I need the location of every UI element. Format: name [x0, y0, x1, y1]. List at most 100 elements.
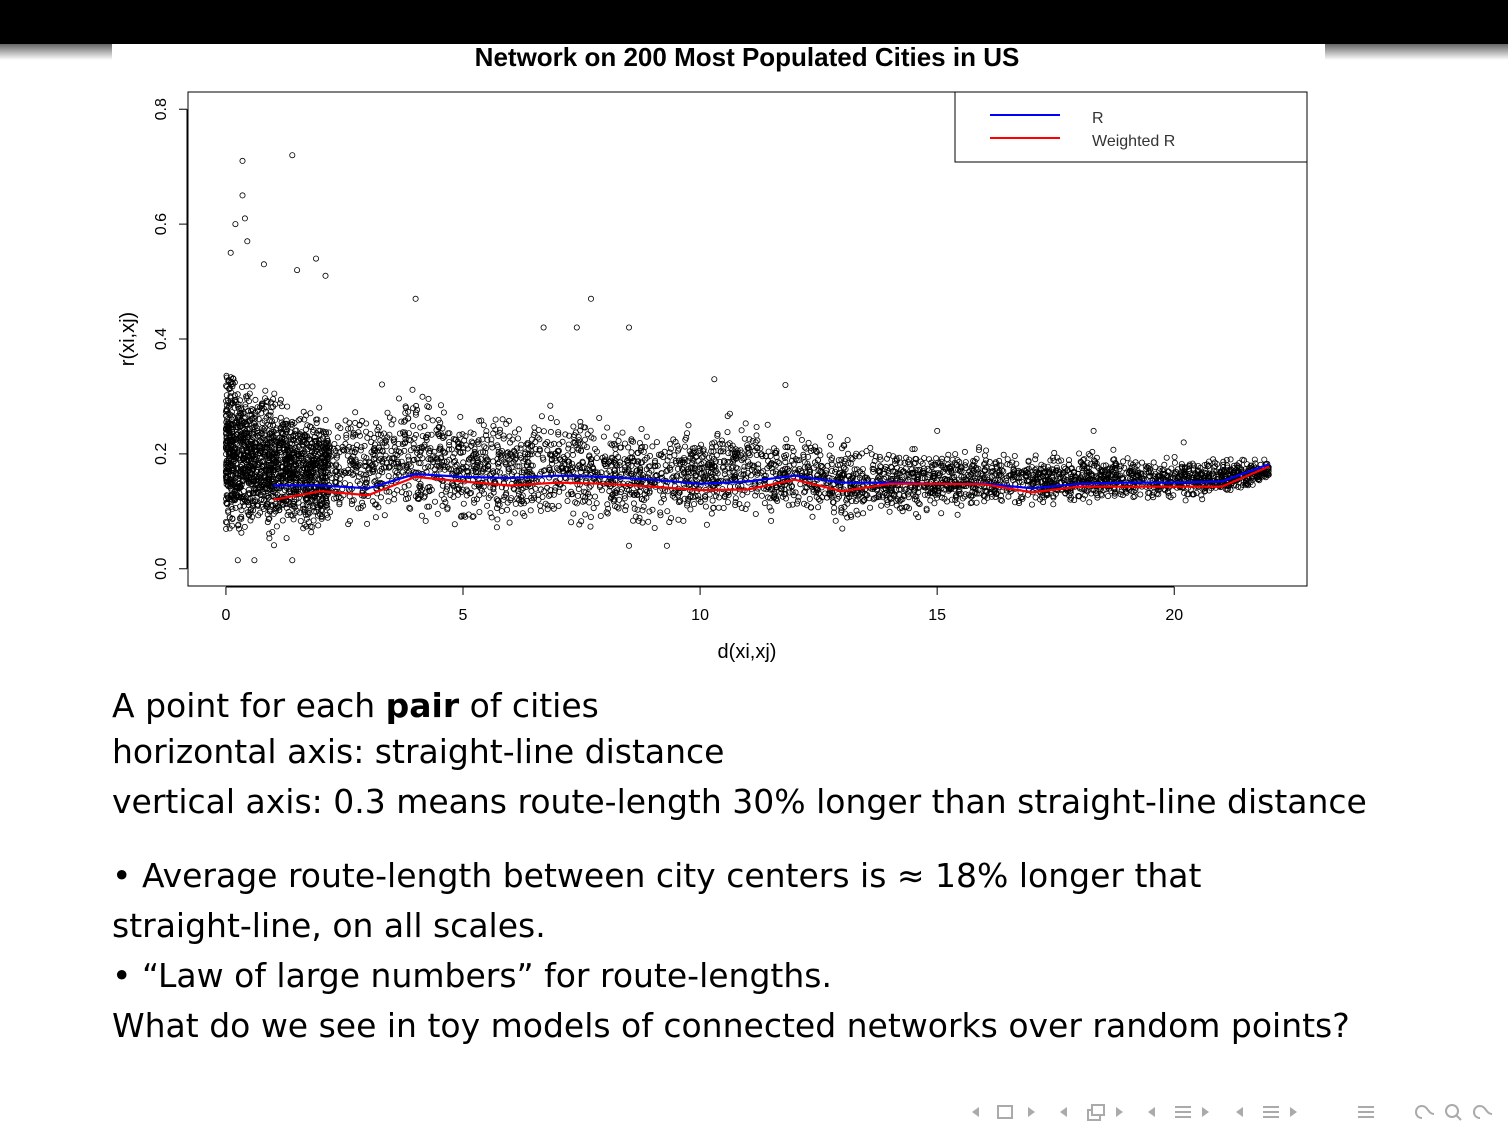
scatter-point: [238, 513, 245, 520]
scatter-point: [1165, 492, 1172, 499]
scatter-point: [1070, 468, 1077, 475]
scatter-point: [229, 505, 236, 512]
scatter-point: [995, 476, 1002, 483]
scatter-point: [320, 477, 327, 484]
scatter-point: [972, 485, 979, 492]
scatter-point: [569, 451, 576, 458]
scatter-point: [789, 457, 796, 464]
scatter-point: [385, 498, 392, 505]
scatter-point: [265, 494, 272, 501]
scatter-point: [308, 529, 315, 536]
scatter-point: [268, 501, 275, 508]
scatter-point: [877, 456, 884, 463]
scatter-point: [313, 416, 320, 423]
scatter-point: [378, 381, 385, 388]
scatter-point: [359, 499, 366, 506]
scatter-point: [893, 457, 900, 464]
scatter-point: [355, 505, 362, 512]
scatter-point: [783, 436, 790, 443]
scatter-point: [464, 488, 471, 495]
scatter-point: [224, 501, 231, 508]
scatter-point: [306, 503, 313, 510]
scatter-point: [546, 451, 553, 458]
scatter-point: [532, 485, 539, 492]
scatter-point: [539, 454, 546, 461]
scatter-point: [232, 436, 239, 443]
scatter-point: [247, 507, 254, 514]
scatter-point: [375, 504, 382, 511]
scatter-point: [883, 473, 890, 480]
scatter-point: [602, 456, 609, 463]
scatter-point: [724, 499, 731, 506]
scatter-point: [293, 465, 300, 472]
scatter-point: [391, 496, 398, 503]
scatter-point: [629, 489, 636, 496]
scatter-point: [536, 436, 543, 443]
scatter-point: [283, 535, 290, 542]
scatter-point: [1139, 459, 1146, 466]
scatter-point: [463, 464, 470, 471]
scatter-point: [278, 403, 285, 410]
scatter-point: [832, 466, 839, 473]
scatter-point: [742, 420, 749, 427]
scatter-point: [709, 461, 716, 468]
scatter-point: [753, 423, 760, 430]
scatter-point: [657, 512, 664, 519]
scatter-point: [369, 468, 376, 475]
scatter-point: [691, 501, 698, 508]
scatter-point: [452, 457, 459, 464]
scatter-point: [247, 462, 254, 469]
scatter-point: [615, 437, 622, 444]
scatter-point: [360, 471, 367, 478]
scatter-point: [357, 447, 364, 454]
scatter-point: [803, 445, 810, 452]
scatter-point: [666, 519, 673, 526]
scatter-point: [284, 461, 291, 468]
scatter-point: [920, 469, 927, 476]
scatter-point: [569, 491, 576, 498]
scatter-point: [1112, 489, 1119, 496]
scatter-point: [438, 491, 445, 498]
scatter-point: [233, 484, 240, 491]
scatter-point: [741, 471, 748, 478]
scatter-point: [490, 422, 497, 429]
scatter-figure: Network on 200 Most Populated Cities in …: [112, 44, 1325, 676]
scatter-point: [501, 493, 508, 500]
scatter-point: [342, 440, 349, 447]
scatter-point: [612, 442, 619, 449]
scatter-point: [625, 444, 632, 451]
scatter-point: [453, 461, 460, 468]
scatter-point: [1092, 458, 1099, 465]
scatter-point: [1075, 466, 1082, 473]
scatter-point: [598, 469, 605, 476]
scatter-point: [590, 465, 597, 472]
scatter-point: [326, 509, 333, 516]
scatter-point: [246, 456, 253, 463]
scatter-point: [608, 441, 615, 448]
scatter-point: [732, 495, 739, 502]
scatter-point: [515, 487, 522, 494]
scatter-point: [343, 434, 350, 441]
scatter-point: [503, 420, 510, 427]
scatter-point: [636, 439, 643, 446]
scatter-point: [881, 470, 888, 477]
scatter-point: [671, 494, 678, 501]
scatter-point: [1061, 464, 1068, 471]
scatter-point: [1061, 475, 1068, 482]
scatter-point: [506, 519, 513, 526]
scatter-point: [334, 444, 341, 451]
scatter-point: [389, 455, 396, 462]
scatter-point: [597, 512, 604, 519]
scatter-point: [445, 446, 452, 453]
scatter-point: [912, 455, 919, 462]
scatter-point: [684, 469, 691, 476]
scatter-point: [270, 488, 277, 495]
scatter-point: [426, 487, 433, 494]
scatter-point: [434, 456, 441, 463]
scatter-point: [407, 463, 414, 470]
scatter-point: [732, 472, 739, 479]
scatter-point: [629, 454, 636, 461]
scatter-point: [494, 460, 501, 467]
scatter-point: [600, 433, 607, 440]
scatter-point: [344, 452, 351, 459]
